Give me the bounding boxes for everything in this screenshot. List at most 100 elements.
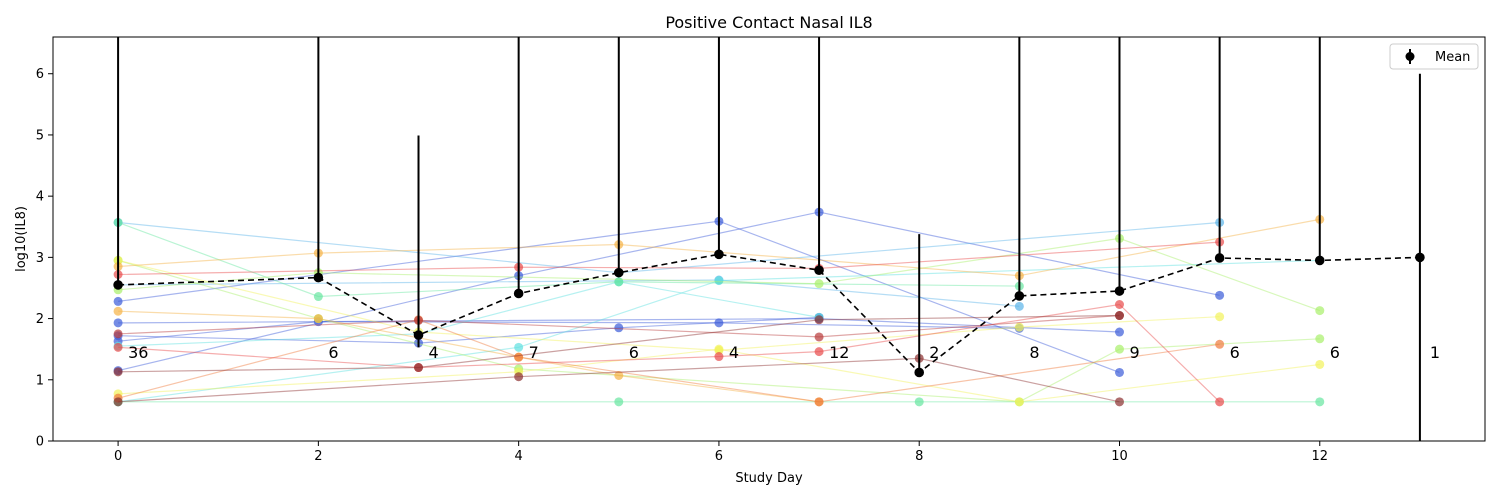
- mean-point-0: [113, 280, 123, 290]
- subject-point-13-5: [1114, 344, 1124, 354]
- y-axis-title: log10(IL8): [14, 206, 29, 272]
- x-tick-label-0: 0: [114, 449, 122, 464]
- subject-point-11-4: [1315, 397, 1325, 407]
- subject-point-22-2: [514, 372, 524, 382]
- subject-line-4: [118, 320, 1020, 342]
- x-tick-label-4: 4: [515, 449, 523, 464]
- subject-point-20-1: [113, 342, 123, 352]
- x-tick-label-6: 6: [715, 449, 723, 464]
- subject-point-22-4: [1114, 397, 1124, 407]
- mean-series: [113, 37, 1425, 441]
- y-tick-label-4: 4: [36, 190, 44, 205]
- subject-point-18-5: [1215, 339, 1225, 349]
- subject-point-2-3: [1114, 367, 1124, 377]
- x-axis: 0 2 4 6 8 10 12: [114, 441, 1328, 464]
- subject-line-21: [118, 314, 1120, 338]
- subject-point-10-3: [614, 277, 624, 287]
- subject-line-9: [118, 281, 820, 347]
- subject-point-17-4: [614, 371, 624, 381]
- mean-point-13: [1415, 252, 1425, 263]
- count-label-day-4: 7: [529, 343, 539, 362]
- mean-point-11: [1214, 253, 1225, 263]
- count-label-day-2: 6: [328, 343, 338, 362]
- subject-point-20-5: [1114, 299, 1124, 309]
- y-tick-label-0: 0: [36, 435, 44, 450]
- mean-point-2: [313, 272, 324, 283]
- count-label-day-8: 2: [929, 343, 939, 362]
- subject-line-14: [117, 259, 1220, 352]
- subject-point-20-3: [714, 352, 724, 362]
- subject-point-12-3: [814, 279, 824, 289]
- x-tick-label-12: 12: [1311, 449, 1328, 464]
- subject-point-4-3: [714, 318, 724, 328]
- subject-line-10: [117, 221, 1020, 298]
- count-label-day-13: 1: [1430, 343, 1440, 362]
- subject-point-2-1: [113, 296, 123, 306]
- count-label-day-3: 4: [429, 343, 439, 362]
- count-label-day-5: 6: [629, 343, 639, 362]
- subject-point-18-3: [514, 352, 524, 362]
- subject-line-18: [117, 319, 1220, 403]
- subject-lines: [113, 207, 1325, 407]
- subject-point-15-4: [1014, 397, 1024, 407]
- subject-point-18-4: [814, 397, 824, 407]
- subject-point-23-4: [1114, 311, 1124, 321]
- subject-point-23-2: [414, 363, 424, 373]
- subject-point-12-5: [1315, 306, 1325, 316]
- y-tick-label-3: 3: [36, 251, 44, 266]
- subject-point-21-3: [814, 332, 824, 342]
- subject-point-15-5: [1315, 359, 1325, 369]
- y-tick-label-6: 6: [36, 67, 44, 82]
- mean-point-3: [413, 330, 424, 340]
- subject-point-20-6: [1215, 397, 1225, 407]
- y-tick-label-1: 1: [36, 373, 44, 388]
- count-label-day-6: 4: [729, 343, 739, 362]
- count-label-day-9: 8: [1029, 343, 1039, 362]
- subject-line-22: [118, 357, 1120, 403]
- mean-point-9: [1014, 291, 1025, 301]
- count-label-day-0: 36: [128, 343, 148, 362]
- subject-point-7-3: [1014, 301, 1024, 311]
- subject-point-23-1: [113, 367, 123, 377]
- subject-point-3-4: [1215, 290, 1225, 300]
- plot-area: [52, 36, 1486, 442]
- y-axis: 0 1 2 3 4 5 6: [36, 67, 53, 450]
- subject-point-8-3: [714, 276, 724, 286]
- subject-point-14-5: [1215, 312, 1225, 322]
- legend: Mean: [1389, 43, 1479, 70]
- mean-point-12: [1314, 255, 1325, 266]
- subject-line-20: [118, 303, 1221, 403]
- subject-point-10-2: [313, 292, 323, 302]
- count-label-day-11: 6: [1230, 343, 1240, 362]
- count-label-day-12: 6: [1330, 343, 1340, 362]
- subject-point-17-2: [313, 314, 323, 324]
- count-label-day-7: 12: [829, 343, 849, 362]
- mean-point-4: [513, 288, 524, 299]
- subject-point-5-3: [614, 323, 624, 333]
- subject-line-5: [118, 316, 820, 344]
- legend-label-mean: Mean: [1435, 50, 1470, 65]
- count-label-day-10: 9: [1129, 343, 1139, 362]
- subject-point-17-1: [113, 306, 123, 316]
- subject-point-22-1: [113, 397, 123, 407]
- x-tick-label-2: 2: [314, 449, 322, 464]
- subject-point-8-2: [514, 342, 524, 352]
- mean-point-10: [1114, 286, 1125, 296]
- legend-marker-dot: [1405, 52, 1415, 61]
- subject-point-21-1: [113, 329, 123, 339]
- chart-title: Positive Contact Nasal IL8: [665, 13, 872, 32]
- subject-point-1-3: [1114, 327, 1124, 337]
- subject-line-13: [117, 259, 1320, 403]
- x-tick-label-8: 8: [915, 449, 923, 464]
- subject-point-11-2: [614, 397, 624, 407]
- mean-line: [118, 253, 1420, 374]
- subject-point-13-6: [1315, 334, 1325, 344]
- legend-box: [1389, 43, 1479, 70]
- mean-point-6: [714, 249, 724, 260]
- mean-point-8: [914, 367, 925, 378]
- y-tick-label-2: 2: [36, 312, 44, 327]
- x-tick-label-10: 10: [1111, 449, 1128, 464]
- subject-line-23: [118, 314, 1120, 373]
- subject-point-20-4: [814, 347, 824, 357]
